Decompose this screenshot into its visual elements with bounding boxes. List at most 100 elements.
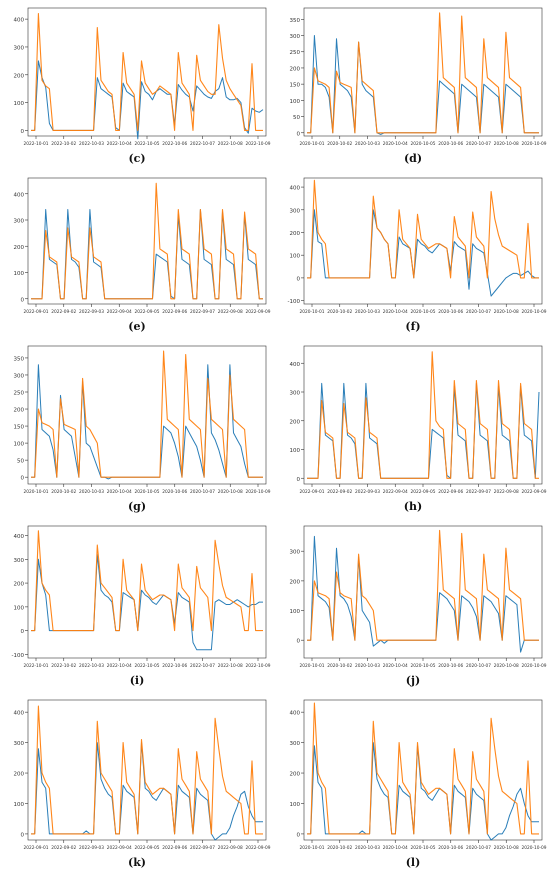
- plot-frame: [27, 7, 267, 137]
- x-tick-label: 2022-10-04: [107, 663, 132, 669]
- y-tick-label: 300: [290, 741, 301, 747]
- y-tick-label: 350: [14, 356, 25, 362]
- y-tick-label: 50: [17, 459, 24, 465]
- x-tick-label: 2020-10-09: [522, 845, 547, 851]
- x-tick-label: 2022-10-05: [135, 663, 160, 669]
- x-tick-label: 2020-10-04: [107, 489, 132, 495]
- x-tick-label: 2020-10-03: [355, 141, 380, 147]
- x-tick-label: 2022-10-09: [246, 141, 271, 147]
- x-tick-label: 2022-10-03: [79, 663, 104, 669]
- panel-label-c: (c): [128, 152, 146, 165]
- panel-h: 0 100 200 300 400 2022-09-01 2022-09-02 2022-09…: [278, 340, 548, 518]
- x-tick-label: 2022-09-06: [438, 489, 463, 495]
- x-tick-label: 2020-10-07: [466, 845, 491, 851]
- series-line-blue: [31, 209, 263, 300]
- x-tick-label: 2022-09-02: [51, 309, 76, 315]
- series-line-blue: [31, 60, 264, 140]
- y-tick-label: 400: [14, 192, 25, 198]
- y-tick-label: 100: [290, 99, 301, 105]
- x-tick-label: 2022-09-05: [135, 845, 160, 851]
- x-tick-label: 2020-10-09: [522, 141, 547, 147]
- y-tick-label: 400: [14, 18, 25, 24]
- x-tick-label: 2020-10-06: [438, 141, 463, 147]
- y-tick-label: 0: [21, 297, 25, 303]
- panel-j: 0 100 200 300 2020-10-01 2020-10-02 2020-10-03…: [278, 520, 548, 692]
- y-tick-label: -100: [12, 653, 25, 659]
- y-tick-label: 0: [297, 639, 301, 645]
- series-line-orange: [307, 179, 539, 279]
- x-tick-label: 2022-09-01: [24, 845, 49, 851]
- y-tick-label: 200: [14, 408, 25, 414]
- x-tick-label: 2020-10-09: [246, 489, 271, 495]
- x-tick-label: 2020-10-03: [355, 309, 380, 315]
- panel-i: -100 0 100 200 300 400 2022-10-01 2022-10-02 202…: [2, 520, 272, 692]
- y-tick-label: 400: [14, 711, 25, 717]
- y-tick-label: 200: [290, 579, 301, 585]
- y-tick-label: 300: [14, 45, 25, 51]
- panel-f: -100 0 100 200 300 400 2020-10-01 2020-10-02 202…: [278, 172, 548, 338]
- y-tick-label: 200: [14, 73, 25, 79]
- x-tick-label: 2022-09-05: [135, 309, 160, 315]
- x-tick-label: 2020-10-05: [411, 141, 436, 147]
- y-tick-label: 300: [14, 741, 25, 747]
- y-tick-label: -100: [288, 299, 301, 305]
- y-tick-label: 0: [297, 276, 301, 282]
- y-tick-label: 400: [290, 186, 301, 192]
- x-tick-label: 2020-10-08: [494, 309, 519, 315]
- y-tick-label: 0: [21, 129, 25, 135]
- x-tick-label: 2022-10-02: [51, 141, 76, 147]
- series-line-orange: [307, 12, 539, 134]
- x-tick-label: 2022-09-07: [466, 489, 491, 495]
- panel-k: 0 100 200 300 400 2022-09-01 2022-09-02 2022-09…: [2, 694, 272, 874]
- y-tick-label: 300: [14, 558, 25, 564]
- series-line-orange: [31, 182, 263, 300]
- x-tick-label: 2020-10-02: [327, 141, 352, 147]
- plot-frame: [303, 345, 543, 485]
- y-tick-label: 0: [297, 131, 301, 137]
- x-tick-label: 2022-10-01: [24, 663, 49, 669]
- series-line-blue: [307, 209, 539, 297]
- x-tick-label: 2022-09-09: [246, 309, 271, 315]
- series-line-blue: [31, 554, 263, 651]
- x-tick-label: 2020-10-07: [466, 663, 491, 669]
- x-tick-label: 2020-10-01: [300, 309, 325, 315]
- x-tick-label: 2020-10-04: [383, 663, 408, 669]
- y-tick-label: 300: [14, 373, 25, 379]
- x-tick-label: 2022-10-06: [162, 141, 187, 147]
- x-tick-label: 2020-10-06: [438, 663, 463, 669]
- x-tick-label: 2022-09-02: [327, 489, 352, 495]
- chart-j: 0 100 200 300 2020-10-01 2020-10-02 2020-10-03…: [290, 525, 547, 669]
- x-tick-label: 2022-10-02: [51, 663, 76, 669]
- y-tick-label: 400: [14, 534, 25, 540]
- x-tick-label: 2020-10-03: [355, 663, 380, 669]
- x-tick-label: 2022-10-05: [135, 141, 160, 147]
- panel-label-h: (h): [403, 500, 423, 513]
- x-tick-label: 2020-10-02: [327, 663, 352, 669]
- y-tick-label: 0: [21, 832, 25, 838]
- panel-d: 0 50 100 150 200 250 300 350 2020-10-01 2020-10-0…: [278, 2, 548, 170]
- series-line-orange: [307, 529, 539, 641]
- x-tick-label: 2022-10-01: [24, 141, 49, 147]
- plot-frame: [27, 177, 267, 305]
- x-tick-label: 2022-09-03: [355, 489, 380, 495]
- x-tick-label: 2022-09-04: [383, 489, 408, 495]
- x-tick-label: 2022-09-01: [24, 309, 49, 315]
- x-tick-label: 2020-10-01: [300, 663, 325, 669]
- x-tick-label: 2020-10-07: [466, 141, 491, 147]
- x-tick-label: 2022-09-08: [218, 309, 243, 315]
- y-tick-label: 250: [14, 391, 25, 397]
- x-tick-label: 2022-09-06: [162, 845, 187, 851]
- panel-l: 0 100 200 300 400 2020-10-01 2020-10-02 2020-10…: [278, 694, 548, 874]
- series-line-orange: [31, 530, 263, 632]
- y-tick-label: 100: [290, 802, 301, 808]
- panel-label-k: (k): [127, 856, 147, 869]
- x-tick-label: 2020-10-02: [51, 489, 76, 495]
- y-tick-label: 200: [14, 772, 25, 778]
- y-tick-label: 400: [290, 711, 301, 717]
- series-line-orange: [31, 705, 263, 835]
